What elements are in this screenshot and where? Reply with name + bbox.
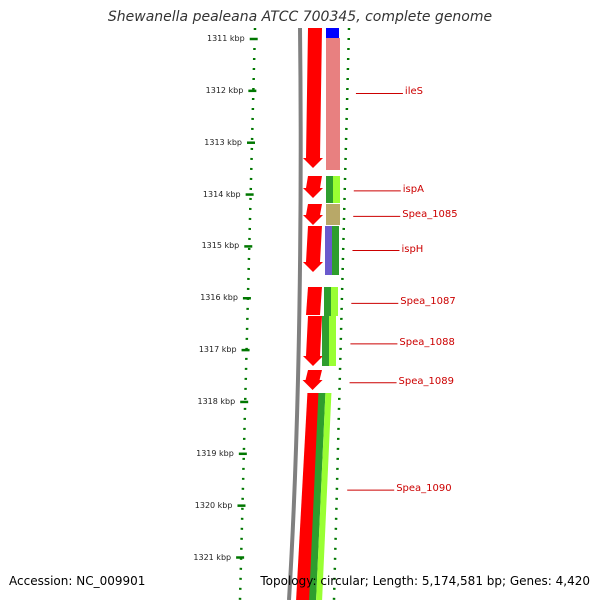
forward-cds-arrow xyxy=(303,28,323,168)
scale-label: 1313 kbp xyxy=(204,137,242,147)
feature-block xyxy=(331,287,338,316)
leader-layer xyxy=(347,92,403,491)
scale-label: 1320 kbp xyxy=(194,500,233,510)
scale-label: 1318 kbp xyxy=(197,396,236,406)
tick-layer xyxy=(236,27,351,600)
scale-label: 1316 kbp xyxy=(200,293,238,303)
gene-label-ispH[interactable]: ispH xyxy=(401,243,424,255)
feature-block xyxy=(326,28,339,38)
feature-block xyxy=(332,226,339,275)
feature-block xyxy=(325,226,332,275)
scale-label: 1314 kbp xyxy=(202,189,241,199)
feature-block xyxy=(326,176,333,203)
scale-label: 1312 kbp xyxy=(205,85,244,95)
forward-cds-arrow xyxy=(302,370,323,390)
feature-block xyxy=(324,287,331,316)
gene-label-spea-1088[interactable]: Spea_1088 xyxy=(399,336,455,348)
feature-block xyxy=(333,176,340,203)
feature-block xyxy=(329,316,336,366)
scale-dotted-line-left xyxy=(238,27,257,600)
scale-label: 1315 kbp xyxy=(201,241,240,251)
forward-cds-arrow xyxy=(303,204,323,225)
forward-cds-arrow xyxy=(303,316,323,366)
scale-label: 1311 kbp xyxy=(207,34,245,43)
forward-cds-arrow xyxy=(296,393,322,600)
gene-label-spea-1090[interactable]: Spea_1090 xyxy=(396,483,452,495)
accession-text: Accession: NC_009901 xyxy=(9,574,146,588)
scale-label: 1317 kbp xyxy=(198,345,237,355)
scale-label: 1319 kbp xyxy=(196,448,234,458)
gene-label-spea-1085[interactable]: Spea_1085 xyxy=(402,209,458,221)
gene-label-ileS[interactable]: ileS xyxy=(404,86,423,98)
gene-label-spea-1087[interactable]: Spea_1087 xyxy=(400,296,456,308)
feature-block xyxy=(326,38,340,170)
topology-text: Topology: circular; Length: 5,174,581 bp… xyxy=(260,574,590,588)
gene-label-spea-1089[interactable]: Spea_1089 xyxy=(398,375,454,387)
features-layer xyxy=(296,28,340,600)
forward-cds-arrow xyxy=(306,287,322,315)
gene-label-ispA[interactable]: ispA xyxy=(402,183,424,195)
backbone-line xyxy=(287,27,303,600)
feature-block xyxy=(309,393,326,600)
genome-title: Shewanella pealeana ATCC 700345, complet… xyxy=(107,9,493,25)
feature-block xyxy=(326,204,340,225)
forward-cds-arrow xyxy=(303,176,323,198)
scale-label: 1321 kbp xyxy=(193,552,232,562)
feature-block xyxy=(322,316,329,366)
feature-block xyxy=(316,393,332,600)
backbone-layer xyxy=(287,27,303,600)
forward-cds-arrow xyxy=(303,226,323,272)
